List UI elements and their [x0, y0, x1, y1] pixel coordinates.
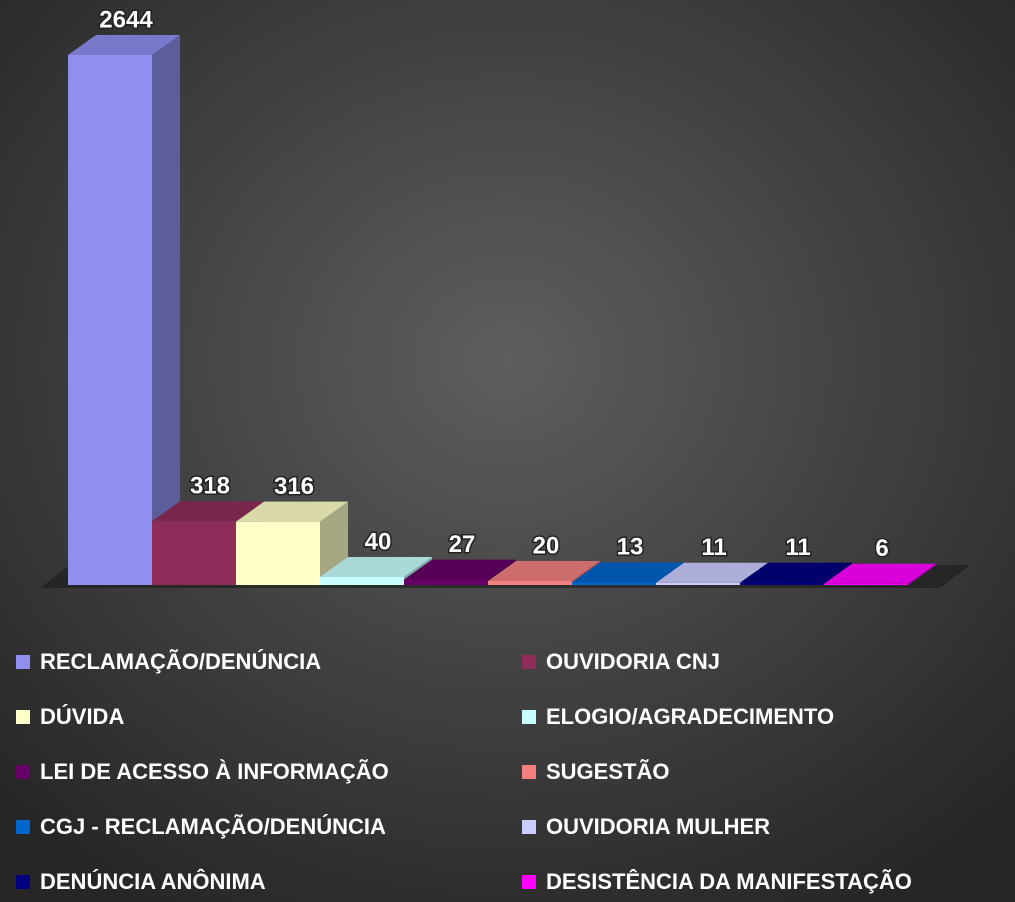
bar — [236, 521, 320, 585]
legend-label: DÚVIDA — [40, 704, 124, 729]
bar-side-shade — [908, 563, 936, 585]
bar — [824, 583, 908, 585]
legend-label: RECLAMAÇÃO/DENÚNCIA — [40, 649, 321, 674]
legend-swatch — [522, 765, 536, 779]
legend-label: OUVIDORIA CNJ — [546, 649, 720, 674]
bar-top-shade — [656, 562, 768, 583]
bar-top — [320, 556, 432, 577]
value-label: 13 — [617, 534, 644, 561]
legend-label: SUGESTÃO — [546, 759, 669, 784]
bar — [320, 576, 404, 585]
legend-swatch — [16, 655, 30, 669]
bar-top — [824, 563, 936, 584]
value-label: 11 — [785, 534, 810, 561]
value-label: 6 — [875, 535, 888, 562]
bar — [152, 521, 236, 585]
value-label: 316 — [274, 473, 314, 500]
bar-top-shade — [572, 562, 684, 583]
bar-top-shade — [824, 563, 936, 584]
bar-side-shade — [152, 35, 180, 585]
legend-label: LEI DE ACESSO À INFORMAÇÃO — [40, 759, 389, 784]
bar-top — [404, 559, 516, 580]
legend-label: ELOGIO/AGRADECIMENTO — [546, 704, 834, 729]
legend-swatch — [522, 710, 536, 724]
legend-swatch — [16, 875, 30, 889]
bar-top-shade — [740, 562, 852, 583]
bar-top — [488, 560, 600, 581]
value-label: 40 — [365, 528, 392, 555]
bar-top — [656, 562, 768, 583]
bar-top-shade — [236, 501, 348, 522]
value-label: 27 — [449, 531, 476, 558]
bar — [740, 582, 824, 585]
bar-top-shade — [488, 560, 600, 581]
bar-top — [152, 501, 264, 522]
legend-swatch — [16, 765, 30, 779]
bar-top — [236, 501, 348, 522]
legend-label: OUVIDORIA MULHER — [546, 814, 770, 839]
bar-top — [68, 35, 180, 55]
value-label: 318 — [190, 473, 230, 500]
legend-swatch — [16, 710, 30, 724]
legend-label: DENÚNCIA ANÔNIMA — [40, 869, 266, 894]
legend-label: CGJ - RECLAMAÇÃO/DENÚNCIA — [40, 814, 386, 839]
legend-swatch — [522, 655, 536, 669]
value-label: 2644 — [99, 6, 153, 33]
bar — [656, 582, 740, 585]
bar-top-shade — [404, 559, 516, 580]
value-label: 11 — [701, 534, 726, 561]
value-label: 20 — [533, 532, 560, 559]
legend-swatch — [16, 820, 30, 834]
bar-top-shade — [68, 35, 180, 55]
legend-label: DESISTÊNCIA DA MANIFESTAÇÃO — [546, 869, 912, 894]
bar-top-shade — [320, 556, 432, 577]
legend-swatch — [522, 875, 536, 889]
bar-top — [572, 562, 684, 583]
legend-swatch — [522, 820, 536, 834]
bar-top — [740, 562, 852, 583]
bar-side — [152, 35, 180, 585]
bar-side — [908, 563, 936, 585]
bar-top-shade — [152, 501, 264, 522]
bar — [572, 582, 656, 585]
bar — [488, 580, 572, 585]
bar — [68, 55, 152, 585]
bar — [404, 579, 488, 585]
